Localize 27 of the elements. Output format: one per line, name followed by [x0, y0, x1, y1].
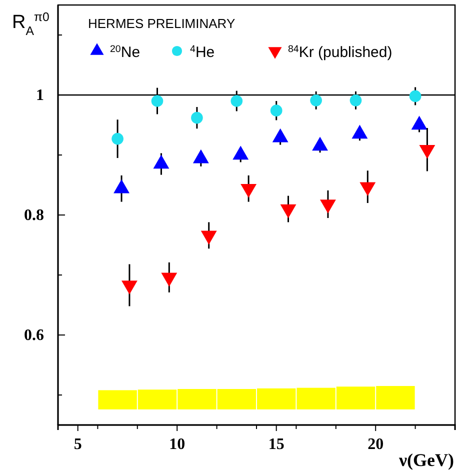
x-tick-label: 5 [74, 436, 82, 453]
y-tick-label: 0.6 [24, 327, 44, 344]
point [112, 132, 124, 145]
point [240, 184, 257, 198]
point [280, 204, 296, 218]
y-tick-label: 1 [36, 87, 44, 104]
y-tick-label: 0.8 [24, 207, 44, 224]
legend-label: $^{20}$Ne [110, 44, 140, 61]
legend-label: $^{84}$Kr (published) [288, 44, 392, 61]
x-tick-label: 15 [268, 436, 284, 453]
x-tick-label: 20 [368, 436, 384, 453]
point [121, 280, 138, 294]
point [200, 230, 217, 245]
x-tick-label: 10 [169, 436, 186, 453]
point [320, 200, 336, 214]
point [191, 112, 203, 124]
point [360, 182, 376, 196]
point [151, 95, 164, 107]
point [350, 94, 362, 106]
point [230, 95, 243, 107]
legend-label: $^{4}$He [190, 44, 215, 61]
point [310, 94, 322, 106]
point [161, 272, 178, 287]
point [409, 90, 422, 102]
point [270, 104, 282, 117]
x-axis-title: ν(GeV) [398, 450, 454, 470]
annotation: HERMES PRELIMINARY [88, 16, 236, 31]
